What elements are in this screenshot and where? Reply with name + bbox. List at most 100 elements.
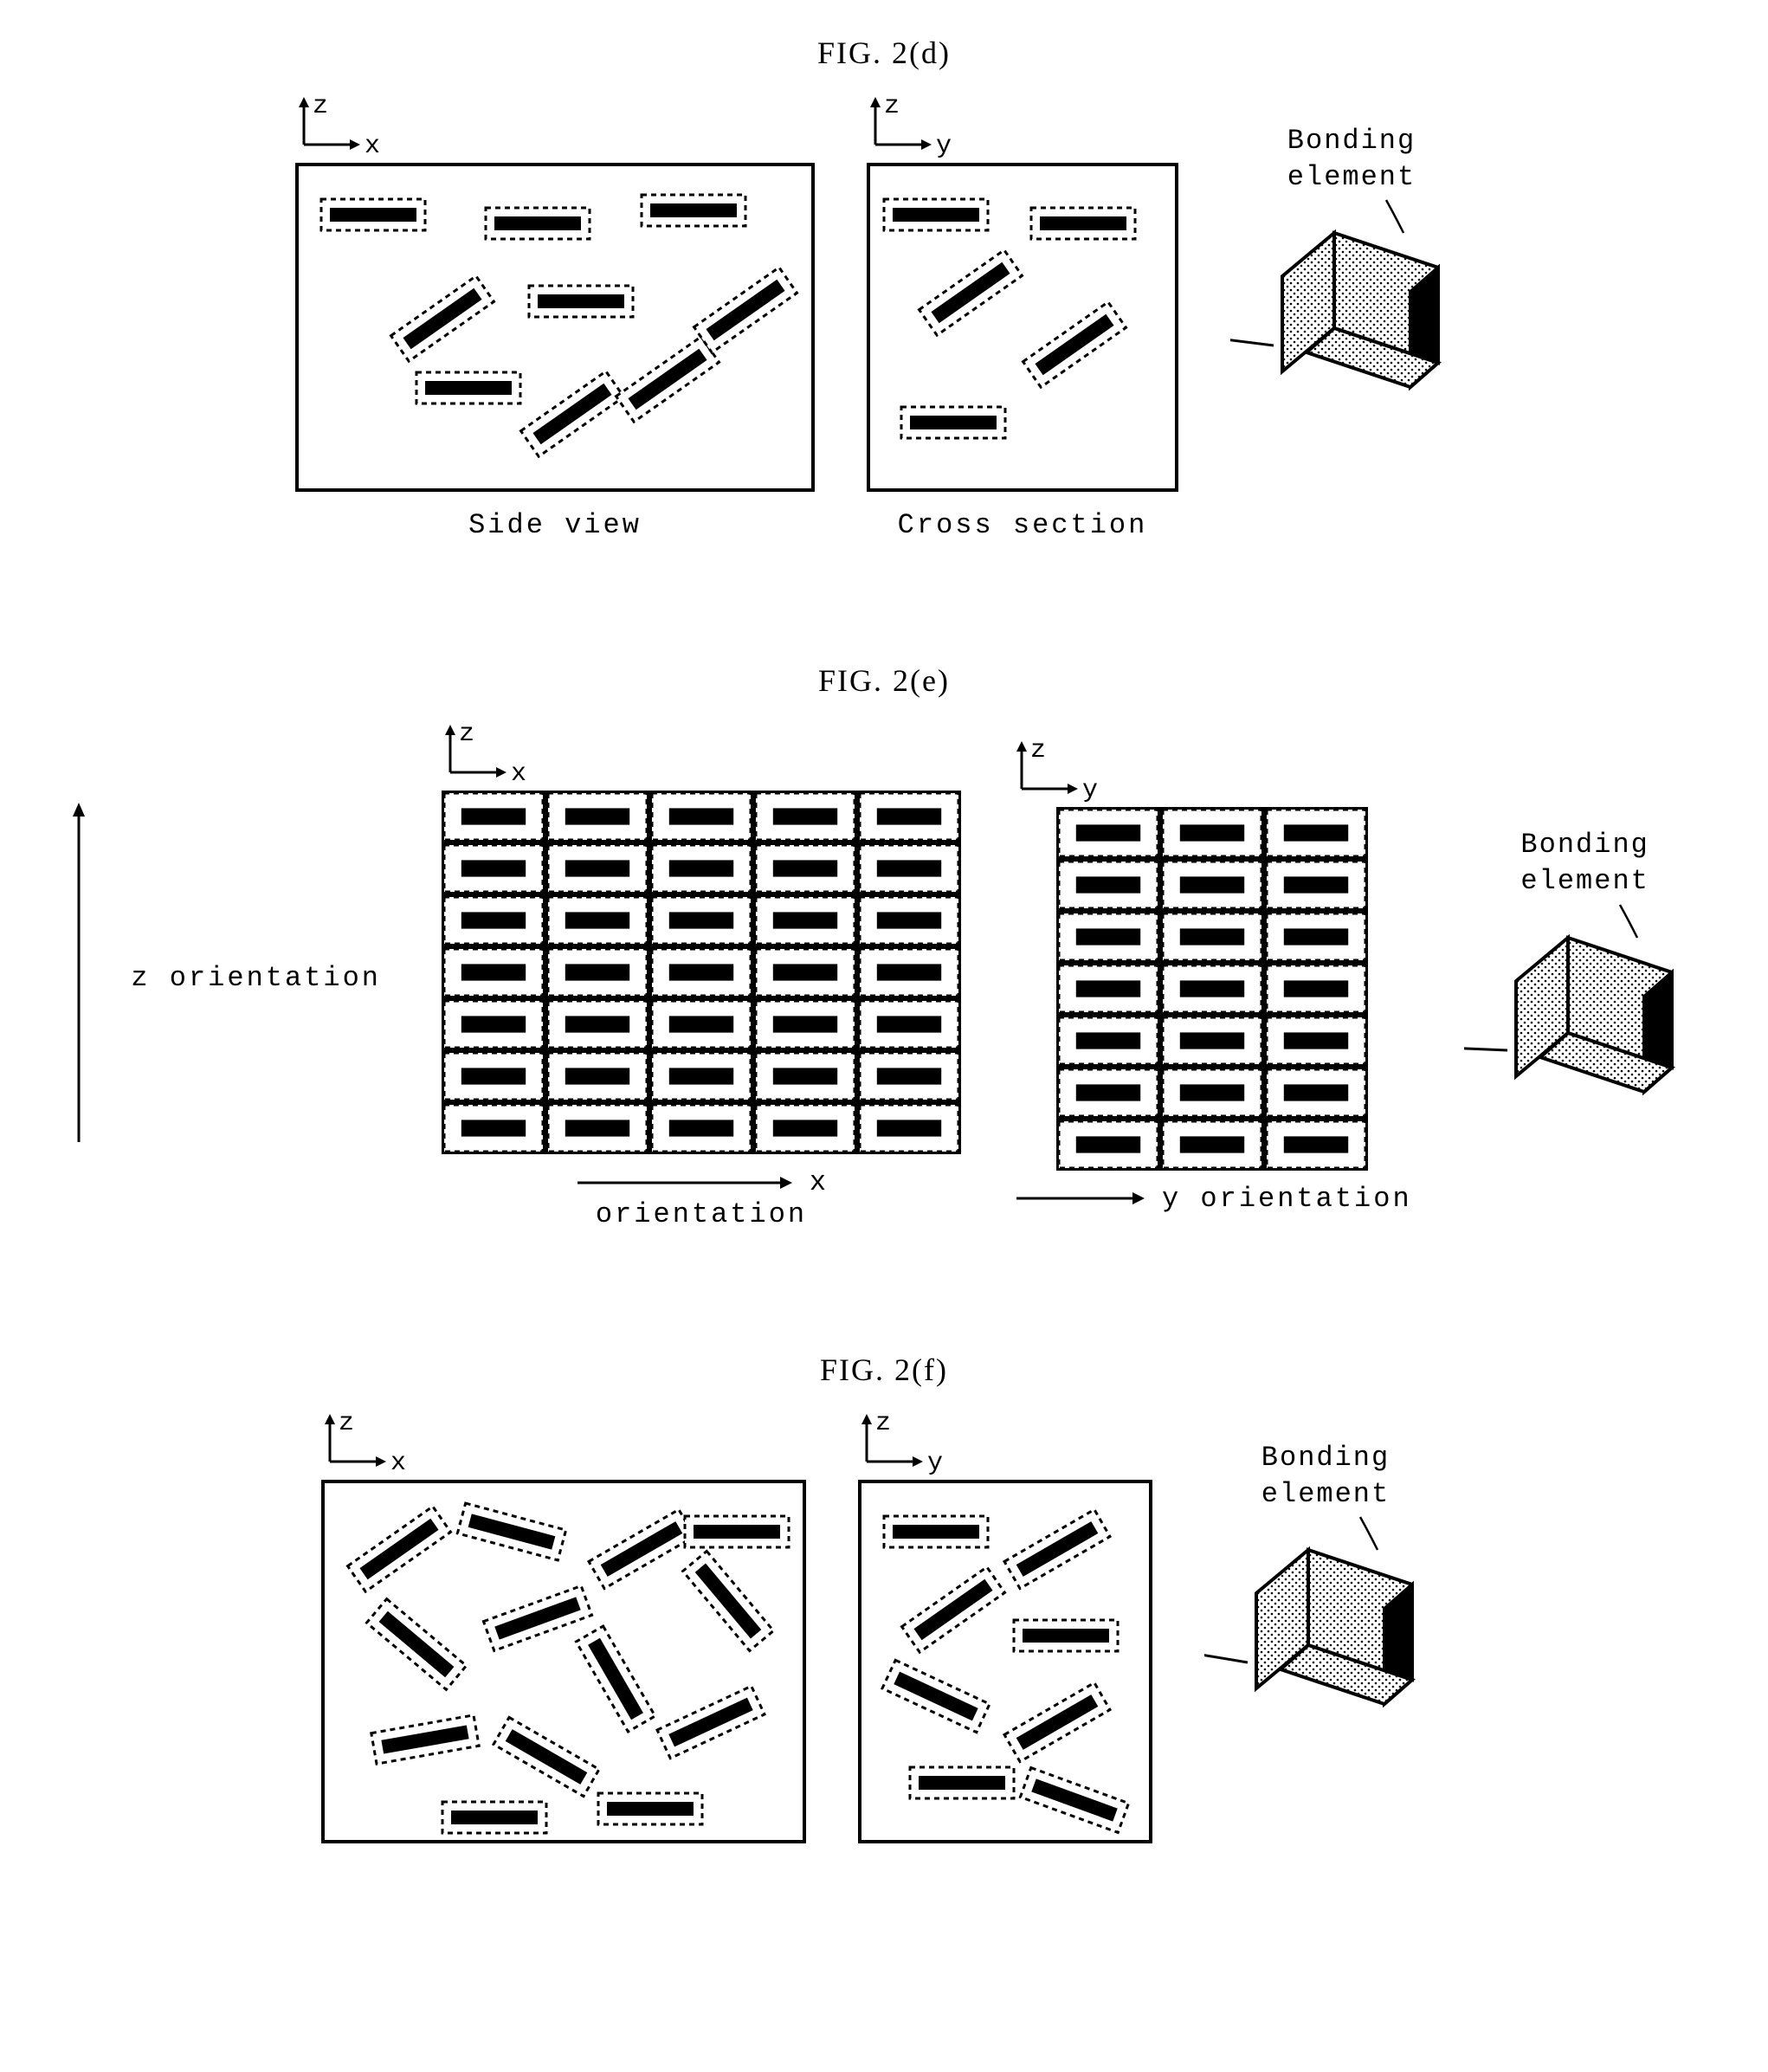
bonding-label-line1: Bonding xyxy=(1261,1442,1390,1474)
bonding-element-instance xyxy=(548,1001,647,1048)
bonding-element-callout: Bonding element xyxy=(1230,123,1473,423)
bonding-element-instance xyxy=(548,1053,647,1100)
bonding-element-instance xyxy=(756,1001,855,1048)
bonding-element-instance xyxy=(884,1516,988,1547)
axis-zx: z x xyxy=(433,725,528,785)
bonding-element-instance xyxy=(860,1053,958,1100)
bonding-element-instance xyxy=(860,897,958,944)
cross-section-box xyxy=(1056,807,1368,1171)
figure-2d: FIG. 2(d) z x Side view xyxy=(35,35,1733,541)
figure-title: FIG. 2(d) xyxy=(35,35,1733,71)
bonding-element-instance xyxy=(756,949,855,996)
bonding-element-instance xyxy=(444,1053,543,1100)
cross-section-panel: z y Cross section xyxy=(867,97,1178,541)
bonding-element-instance xyxy=(1031,208,1135,239)
figure-2e: FIG. 2(e) z orientation z x xyxy=(35,662,1733,1230)
bonding-element-instance xyxy=(652,793,751,840)
axis-zy: z y xyxy=(849,1414,945,1475)
bonding-element-icon xyxy=(1204,1515,1447,1740)
svg-text:y: y xyxy=(927,1449,943,1475)
cross-section-box xyxy=(858,1480,1152,1843)
bonding-element-instance xyxy=(444,897,543,944)
bonding-element-instance xyxy=(1163,1121,1261,1168)
figure-title: FIG. 2(e) xyxy=(35,662,1733,699)
bonding-element-instance xyxy=(444,1001,543,1048)
bonding-element-instance xyxy=(416,372,520,403)
bonding-element-instance xyxy=(1163,1017,1261,1064)
x-orientation-text: x xyxy=(810,1166,829,1198)
bonding-element-instance xyxy=(1059,1017,1158,1064)
svg-text:x: x xyxy=(390,1449,406,1475)
bonding-element-instance xyxy=(756,793,855,840)
svg-text:x: x xyxy=(365,132,380,158)
bonding-element-instance xyxy=(1059,913,1158,960)
bonding-element-instance xyxy=(1059,810,1158,856)
bonding-element-instance xyxy=(1059,965,1158,1012)
side-view-panel: z x Side view xyxy=(295,97,815,541)
bonding-element-callout: Bonding element xyxy=(1204,1440,1447,1740)
bonding-element-instance xyxy=(756,1105,855,1152)
bonding-element-instance xyxy=(1059,1121,1158,1168)
bonding-element-instance xyxy=(548,897,647,944)
svg-text:y: y xyxy=(1082,776,1098,802)
bonding-element-instance xyxy=(1267,965,1365,1012)
bonding-element-instance xyxy=(1163,1069,1261,1116)
bonding-element-instance xyxy=(1267,810,1365,856)
side-view-caption: Side view xyxy=(468,509,642,541)
bonding-element-instance xyxy=(1059,1069,1158,1116)
bonding-element-instance xyxy=(884,199,988,230)
bonding-element-instance xyxy=(860,845,958,892)
bonding-element-instance xyxy=(1163,913,1261,960)
bonding-element-instance xyxy=(548,845,647,892)
bonding-element-instance xyxy=(548,793,647,840)
bonding-element-instance xyxy=(860,793,958,840)
bonding-element-instance xyxy=(652,1053,751,1100)
bonding-element-instance xyxy=(598,1793,702,1824)
bonding-element-instance xyxy=(1267,1069,1365,1116)
bonding-element-instance xyxy=(652,1105,751,1152)
bonding-label-line2: element xyxy=(1287,161,1416,193)
side-view-panel: z x x orientation xyxy=(442,725,961,1230)
axis-zx: z x xyxy=(313,1414,408,1475)
svg-text:z: z xyxy=(875,1414,891,1438)
bonding-label-line2: element xyxy=(1520,865,1649,897)
bonding-element-instance xyxy=(652,897,751,944)
bonding-label-line1: Bonding xyxy=(1520,829,1649,861)
z-orientation-label xyxy=(61,796,96,1159)
bonding-element-instance xyxy=(860,1001,958,1048)
side-view-panel: z x xyxy=(321,1414,806,1843)
bonding-element-instance xyxy=(1163,965,1261,1012)
bonding-element-instance xyxy=(1267,862,1365,908)
bonding-element-instance xyxy=(756,897,855,944)
bonding-element-instance xyxy=(486,208,590,239)
bonding-element-instance xyxy=(1059,862,1158,908)
bonding-element-instance xyxy=(444,845,543,892)
side-view-box xyxy=(442,791,961,1154)
bonding-element-instance xyxy=(1014,1620,1118,1651)
bonding-element-instance xyxy=(685,1516,789,1547)
cross-section-panel: z y y orientation xyxy=(1013,741,1412,1215)
bonding-element-instance xyxy=(652,1001,751,1048)
svg-text:y: y xyxy=(936,132,952,158)
bonding-element-icon xyxy=(1464,903,1707,1128)
bonding-element-instance xyxy=(901,407,1005,438)
svg-text:z: z xyxy=(1030,741,1046,765)
y-orientation-text: y orientation xyxy=(1162,1183,1412,1215)
bonding-element-instance xyxy=(642,195,745,226)
bonding-element-instance xyxy=(756,1053,855,1100)
svg-text:z: z xyxy=(339,1414,354,1438)
cross-section-panel: z y xyxy=(858,1414,1152,1843)
bonding-element-icon xyxy=(1230,198,1473,423)
z-orientation-text: z orientation xyxy=(131,962,381,994)
bonding-element-instance xyxy=(652,845,751,892)
bonding-label-line2: element xyxy=(1261,1478,1390,1510)
axis-zy: z y xyxy=(1004,741,1100,802)
bonding-element-instance xyxy=(444,793,543,840)
bonding-element-instance xyxy=(1163,810,1261,856)
figure-title: FIG. 2(f) xyxy=(35,1352,1733,1388)
bonding-element-instance xyxy=(529,286,633,317)
side-view-box xyxy=(295,163,815,492)
svg-text:z: z xyxy=(884,97,900,121)
bonding-element-instance xyxy=(1267,913,1365,960)
bonding-element-instance xyxy=(321,199,425,230)
